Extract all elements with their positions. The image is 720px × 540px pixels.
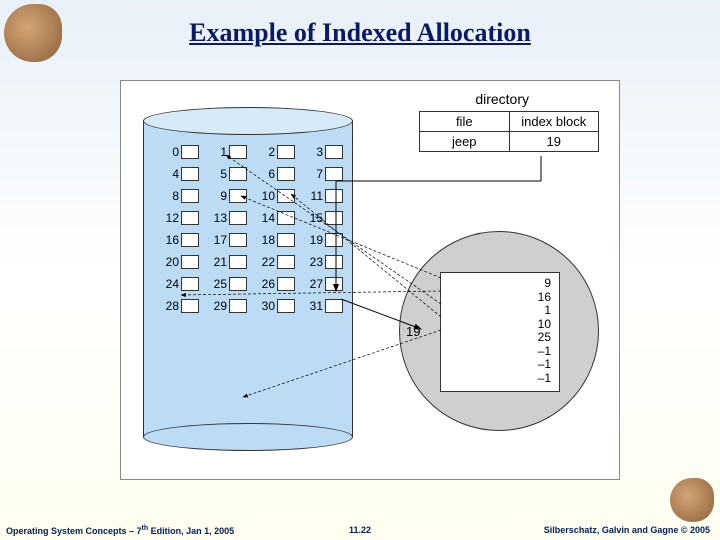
block-cell-19: 19 bbox=[297, 233, 343, 247]
footer-center: 11.22 bbox=[349, 525, 371, 535]
block-cell-21: 21 bbox=[201, 255, 247, 269]
directory-table: file index block jeep 19 bbox=[419, 111, 599, 152]
footer-left: Operating System Concepts – 7th Edition,… bbox=[6, 525, 234, 536]
dir-header-indexblock: index block bbox=[510, 112, 599, 131]
footer-right: Silberschatz, Galvin and Gagne © 2005 bbox=[544, 525, 710, 536]
directory-label: directory bbox=[475, 91, 529, 107]
block-cell-1: 1 bbox=[201, 145, 247, 159]
block-cell-16: 16 bbox=[153, 233, 199, 247]
index-block-contents: 91611025–1–1–1 bbox=[440, 272, 560, 392]
block-cell-24: 24 bbox=[153, 277, 199, 291]
disk-platter: 19 91611025–1–1–1 bbox=[399, 231, 599, 431]
block-cell-18: 18 bbox=[249, 233, 295, 247]
index-entry: 16 bbox=[449, 291, 551, 305]
block-cell-6: 6 bbox=[249, 167, 295, 181]
block-cell-22: 22 bbox=[249, 255, 295, 269]
dir-entry-block: 19 bbox=[510, 132, 599, 151]
block-cell-29: 29 bbox=[201, 299, 247, 313]
index-entry: 9 bbox=[449, 277, 551, 291]
logo-dinosaur-bottom bbox=[670, 478, 714, 522]
block-cell-27: 27 bbox=[297, 277, 343, 291]
block-cell-20: 20 bbox=[153, 255, 199, 269]
block-grid: 0123456789101112131415161718192021222324… bbox=[153, 145, 343, 313]
block-cell-12: 12 bbox=[153, 211, 199, 225]
disk-cylinder: 0123456789101112131415161718192021222324… bbox=[143, 107, 353, 451]
block-cell-3: 3 bbox=[297, 145, 343, 159]
block-cell-13: 13 bbox=[201, 211, 247, 225]
slide-footer: Operating System Concepts – 7th Edition,… bbox=[0, 525, 720, 536]
cylinder-top-ellipse bbox=[143, 107, 353, 135]
index-entry: 25 bbox=[449, 331, 551, 345]
index-block-number: 19 bbox=[406, 324, 420, 339]
diagram-frame: directory file index block jeep 19 01234… bbox=[120, 80, 620, 480]
block-cell-10: 10 bbox=[249, 189, 295, 203]
block-cell-14: 14 bbox=[249, 211, 295, 225]
cylinder-bottom-ellipse bbox=[143, 423, 353, 451]
block-cell-8: 8 bbox=[153, 189, 199, 203]
block-cell-2: 2 bbox=[249, 145, 295, 159]
block-cell-31: 31 bbox=[297, 299, 343, 313]
block-cell-7: 7 bbox=[297, 167, 343, 181]
dir-header-file: file bbox=[420, 112, 510, 131]
index-entry: –1 bbox=[449, 345, 551, 359]
block-cell-9: 9 bbox=[201, 189, 247, 203]
block-cell-28: 28 bbox=[153, 299, 199, 313]
block-cell-17: 17 bbox=[201, 233, 247, 247]
block-cell-0: 0 bbox=[153, 145, 199, 159]
block-cell-25: 25 bbox=[201, 277, 247, 291]
slide-title: Example of Indexed Allocation bbox=[0, 18, 720, 48]
block-cell-30: 30 bbox=[249, 299, 295, 313]
block-cell-15: 15 bbox=[297, 211, 343, 225]
block-cell-5: 5 bbox=[201, 167, 247, 181]
index-entry: –1 bbox=[449, 372, 551, 386]
index-entry: –1 bbox=[449, 358, 551, 372]
block-cell-26: 26 bbox=[249, 277, 295, 291]
dir-entry-file: jeep bbox=[420, 132, 510, 151]
index-entry: 10 bbox=[449, 318, 551, 332]
index-entry: 1 bbox=[449, 304, 551, 318]
block-cell-23: 23 bbox=[297, 255, 343, 269]
block-cell-4: 4 bbox=[153, 167, 199, 181]
block-cell-11: 11 bbox=[297, 189, 343, 203]
